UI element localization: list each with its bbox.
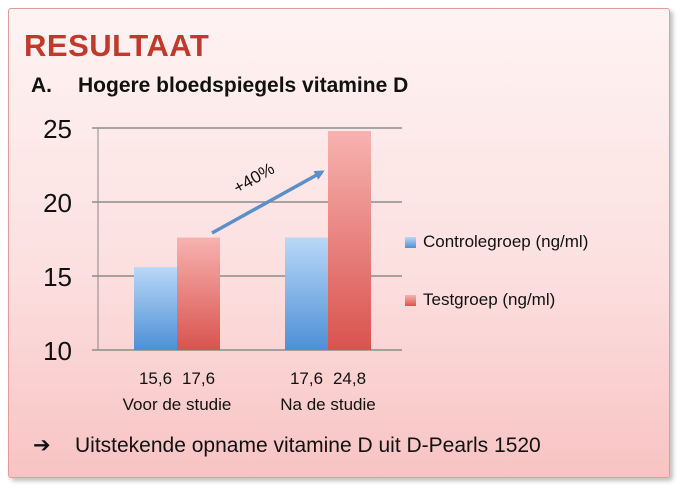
- bar-test: [177, 237, 220, 350]
- data-label: 24,8: [333, 369, 366, 388]
- data-label: 17,6: [182, 369, 215, 388]
- x-category-label: Voor de studie: [123, 395, 232, 414]
- arrow-right-icon: ➔: [33, 434, 51, 457]
- bar-test: [328, 130, 371, 350]
- subtitle-number: A.: [31, 74, 52, 97]
- growth-arrow: [211, 170, 325, 235]
- increase-annotation: +40%: [230, 159, 278, 197]
- legend-swatch-control: [405, 236, 416, 248]
- conclusion-text: Uitstekende opname vitamine D uit D-Pear…: [75, 434, 541, 457]
- y-tick-label: 20: [43, 188, 72, 218]
- bar-control: [134, 267, 177, 350]
- page-title: RESULTAAT: [24, 28, 210, 63]
- legend-item-control: Controlegroep (ng/ml): [405, 232, 588, 252]
- bar-control: [285, 237, 328, 350]
- legend-label-control: Controlegroep (ng/ml): [423, 232, 589, 251]
- data-label: 17,6: [290, 369, 323, 388]
- chart-legend: Controlegroep (ng/ml) Testgroep (ng/ml): [405, 232, 588, 348]
- x-category-label: Na de studie: [280, 395, 375, 414]
- legend-swatch-test: [405, 294, 416, 306]
- legend-label-test: Testgroep (ng/ml): [423, 290, 556, 309]
- data-label: 15,6: [139, 369, 172, 388]
- y-tick-label: 15: [43, 262, 72, 292]
- y-tick-label: 10: [43, 336, 72, 366]
- legend-item-test: Testgroep (ng/ml): [405, 290, 588, 310]
- subtitle-text: Hogere bloedspiegels vitamine D: [78, 74, 409, 97]
- y-tick-label: 25: [43, 114, 72, 144]
- chart-subtitle: A. Hogere bloedspiegels vitamine D: [31, 74, 408, 98]
- conclusion-line: ➔ Uitstekende opname vitamine D uit D-Pea…: [33, 433, 541, 458]
